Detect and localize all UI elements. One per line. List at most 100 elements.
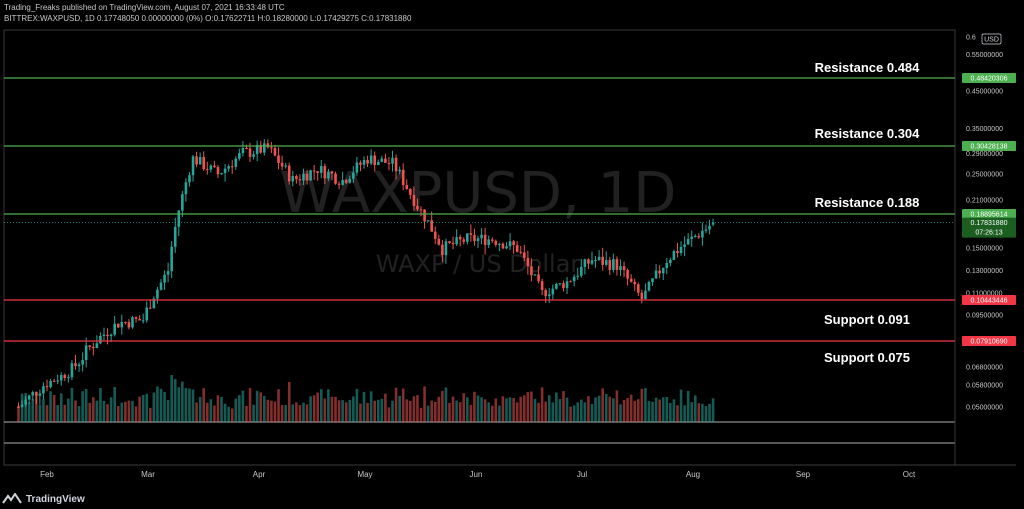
chart-frame [3,29,1016,466]
volume-bar [173,379,177,422]
candle-body [448,241,451,243]
volume-bar [487,402,490,422]
level-label: Resistance 0.188 [815,195,920,210]
volume-bar [116,406,120,422]
volume-bar [323,398,327,422]
volume-bar [394,387,398,422]
candle-body [266,143,270,148]
volume-bar [266,399,270,422]
volume-bar [423,386,426,422]
level-price-badge [962,295,1016,305]
tradingview-brand: TradingView [26,493,85,505]
candle-body [209,165,213,170]
volume-bar [551,402,555,422]
candle-body [615,259,619,270]
candle-body [109,334,113,337]
volume-bar [120,402,124,422]
volume-bar [227,406,230,422]
volume-bar [81,391,84,422]
candle-body [127,322,131,328]
level-label: Resistance 0.484 [815,60,921,75]
volume-bar [576,402,580,422]
candle-body [579,266,583,276]
candle-body [376,161,380,166]
candle-body [213,165,216,168]
candle-body [654,270,658,279]
volume-bar [177,387,181,422]
volume-bar [209,399,213,422]
volume-bar [230,408,234,422]
candle-body [309,170,312,181]
volume-bar [512,397,515,422]
candle-body [704,229,708,231]
tradingview-footer[interactable]: TradingView [2,493,85,505]
volume-bar [501,396,505,422]
price-axis[interactable]: 0.6 0.55000000 0.45000000 0.35000000 0.29000… [962,33,1016,412]
candle-body [216,167,220,175]
volume-bar [565,397,569,422]
candle-body [70,363,74,378]
volume-bar [341,400,344,422]
candle-body [67,377,70,379]
volume-bar [45,405,49,422]
candle-body [636,284,640,293]
candle-body [679,247,683,254]
volume-bar [327,389,330,422]
candle-body [444,241,448,256]
volume-bar [152,392,156,422]
volume-bar [191,389,195,422]
volume-bar [701,403,704,422]
volume-bar [99,387,102,422]
volume-bar [697,403,701,422]
candle-body [166,271,170,275]
volume-bar [95,400,99,422]
volume-bar [444,387,448,422]
candle-body [124,321,127,323]
volume-bar [476,395,480,422]
candle-body [494,240,498,245]
volume-bar [416,395,419,422]
last-price-badge-text: 0.17831880 [971,220,1008,227]
price-tick-label: 0.15000000 [966,246,1003,253]
volume-bar [619,404,622,422]
candle-body [633,281,637,285]
candle-body [170,246,173,272]
volume-bar [163,391,166,422]
volume-bar [284,404,287,422]
candle-body [63,374,67,378]
candle-body [430,220,433,232]
month-tick-label: Mar [141,470,155,479]
candle-body [298,179,302,181]
candle-body [626,270,629,279]
candle-body [92,346,95,349]
candle-body [95,343,99,349]
candle-body [116,323,120,328]
candle-body [106,334,109,337]
volume-bar [270,400,273,422]
candle-body [373,155,377,166]
candle-body [248,148,252,157]
volume-bar [537,402,540,422]
candle-body [401,169,405,186]
volume-bar [636,399,640,422]
candle-body [148,307,152,309]
candle-body [81,360,84,365]
month-tick-label: Apr [253,470,266,479]
volume-bar [27,402,31,422]
candle-body [177,210,181,227]
candle-body [555,284,558,289]
level-label: Resistance 0.304 [815,126,921,141]
volume-bar [63,404,67,422]
candle-body [152,298,156,309]
symbol-watermark: WAXPUSD, 1D WAXP / US Dollar [280,161,677,278]
volume-bar [369,391,373,422]
candle-body [594,259,597,261]
volume-bar [277,389,280,422]
candle-body [537,274,540,282]
volume-bar [672,399,676,422]
time-axis[interactable]: Feb Mar Apr May Jun Jul Aug Sep Oct [40,470,916,479]
volume-bar [145,393,149,422]
candle-body [523,252,526,258]
candle-body [590,260,594,264]
